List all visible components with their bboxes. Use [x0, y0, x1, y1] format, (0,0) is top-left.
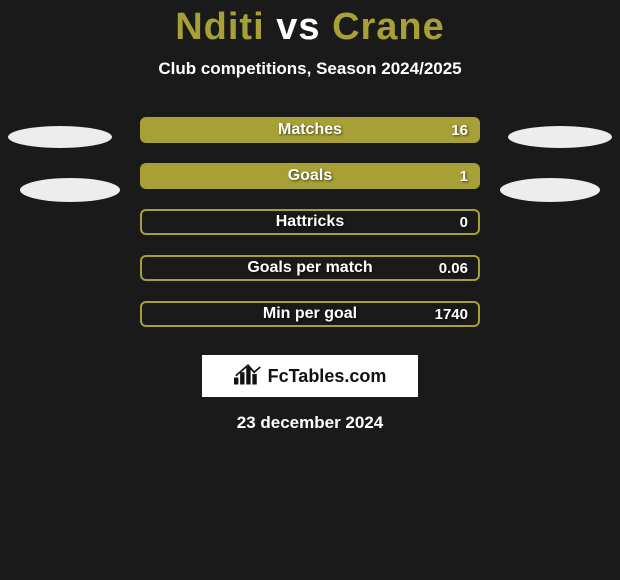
stat-row: Min per goal1740 — [0, 291, 620, 337]
fctables-logo-icon — [234, 363, 262, 390]
title-player-left: Nditi — [175, 6, 264, 48]
title-player-right: Crane — [332, 6, 445, 48]
stat-bar: Goals1 — [140, 163, 480, 189]
stat-row: Matches16 — [0, 107, 620, 153]
stat-label: Min per goal — [142, 305, 478, 323]
title-vs: vs — [276, 6, 320, 48]
stat-row: Goals per match0.06 — [0, 245, 620, 291]
stat-row: Hattricks0 — [0, 199, 620, 245]
footer-date: 23 december 2024 — [0, 413, 620, 433]
stat-label: Goals — [142, 167, 478, 185]
stat-value: 16 — [451, 122, 468, 139]
stat-row: Goals1 — [0, 153, 620, 199]
stat-value: 0.06 — [439, 260, 468, 277]
stat-bar: Matches16 — [140, 117, 480, 143]
stat-label: Hattricks — [142, 213, 478, 231]
stat-value: 1 — [460, 168, 468, 185]
stat-bar: Goals per match0.06 — [140, 255, 480, 281]
stats-list: Matches16 Goals1 Hattricks0 Goals per match… — [0, 107, 620, 337]
subtitle: Club competitions, Season 2024/2025 — [0, 59, 620, 79]
infographic-root: Nditi vs Crane Club competitions, Season… — [0, 0, 620, 580]
stat-label: Goals per match — [142, 259, 478, 277]
stat-bar: Hattricks0 — [140, 209, 480, 235]
branding-badge[interactable]: FcTables.com — [202, 355, 418, 397]
stat-label: Matches — [142, 121, 478, 139]
stat-value: 1740 — [435, 306, 468, 323]
stat-value: 0 — [460, 214, 468, 231]
stat-bar: Min per goal1740 — [140, 301, 480, 327]
branding-text: FcTables.com — [268, 366, 387, 387]
page-title: Nditi vs Crane — [0, 0, 620, 49]
